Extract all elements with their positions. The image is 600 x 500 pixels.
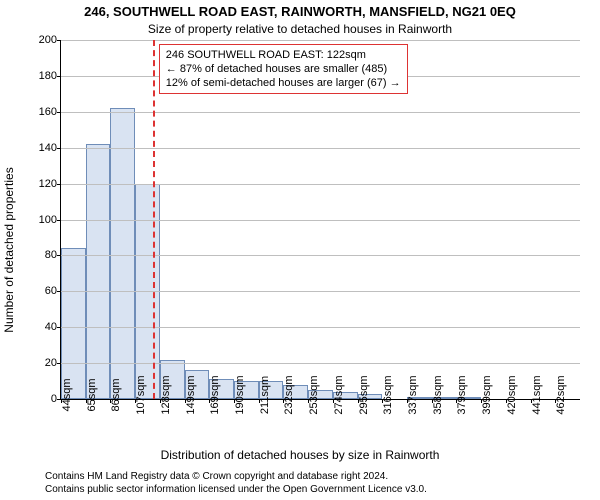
y-tick-label: 140	[27, 143, 57, 153]
y-tick-mark	[57, 40, 61, 41]
y-tick-mark	[57, 76, 61, 77]
gridline	[61, 291, 580, 292]
y-tick-mark	[57, 255, 61, 256]
chart-plot-area: 020406080100120140160180200 44sqm65sqm86…	[60, 40, 580, 400]
y-tick-mark	[57, 291, 61, 292]
y-axis-label: Number of detached properties	[0, 0, 18, 500]
gridline	[61, 363, 580, 364]
gridline	[61, 255, 580, 256]
x-tick-label: 169sqm	[209, 375, 221, 414]
x-tick-label: 420sqm	[506, 375, 518, 414]
y-tick-label: 60	[27, 286, 57, 296]
x-tick-label: 441sqm	[531, 375, 543, 414]
y-tick-label: 160	[27, 107, 57, 117]
page-subtitle: Size of property relative to detached ho…	[0, 22, 600, 36]
x-tick-label: 128sqm	[160, 375, 172, 414]
page-title: 246, SOUTHWELL ROAD EAST, RAINWORTH, MAN…	[0, 4, 600, 19]
x-tick-label: 44sqm	[61, 378, 73, 411]
y-tick-label: 100	[27, 215, 57, 225]
y-tick-label: 120	[27, 179, 57, 189]
callout-line-2: ← 87% of detached houses are smaller (48…	[166, 62, 401, 76]
y-tick-label: 40	[27, 322, 57, 332]
x-tick-label: 253sqm	[308, 375, 320, 414]
y-tick-label: 200	[27, 35, 57, 45]
x-tick-label: 65sqm	[86, 378, 98, 411]
footer-line-2: Contains public sector information licen…	[45, 483, 427, 496]
gridline	[61, 327, 580, 328]
y-tick-label: 0	[27, 394, 57, 404]
x-tick-label: 462sqm	[555, 375, 567, 414]
callout-box: 246 SOUTHWELL ROAD EAST: 122sqm ← 87% of…	[159, 44, 408, 94]
callout-line-3: 12% of semi-detached houses are larger (…	[166, 76, 401, 90]
gridline	[61, 40, 580, 41]
x-tick-label: 358sqm	[432, 375, 444, 414]
reference-line	[153, 40, 155, 399]
x-tick-label: 232sqm	[283, 375, 295, 414]
callout-line-1: 246 SOUTHWELL ROAD EAST: 122sqm	[166, 48, 401, 62]
x-tick-label: 316sqm	[382, 375, 394, 414]
x-tick-label: 295sqm	[358, 375, 370, 414]
x-tick-label: 274sqm	[333, 375, 345, 414]
y-tick-mark	[57, 148, 61, 149]
gridline	[61, 184, 580, 185]
x-tick-label: 107sqm	[135, 375, 147, 414]
y-tick-mark	[57, 363, 61, 364]
y-tick-mark	[57, 112, 61, 113]
x-axis-label: Distribution of detached houses by size …	[0, 448, 600, 462]
y-tick-mark	[57, 184, 61, 185]
x-tick-label: 399sqm	[481, 375, 493, 414]
histogram-bar	[61, 248, 86, 399]
x-tick-label: 149sqm	[185, 375, 197, 414]
gridline	[61, 112, 580, 113]
histogram-bar	[110, 108, 135, 399]
y-tick-label: 80	[27, 250, 57, 260]
footer-line-1: Contains HM Land Registry data © Crown c…	[45, 470, 427, 483]
y-tick-label: 20	[27, 358, 57, 368]
x-tick-label: 190sqm	[234, 375, 246, 414]
x-tick-label: 86sqm	[110, 378, 122, 411]
footer-attribution: Contains HM Land Registry data © Crown c…	[45, 470, 427, 496]
x-tick-label: 211sqm	[259, 376, 271, 414]
y-tick-mark	[57, 220, 61, 221]
gridline	[61, 220, 580, 221]
y-tick-mark	[57, 327, 61, 328]
histogram-bar	[86, 144, 111, 399]
x-tick-label: 337sqm	[407, 375, 419, 414]
gridline	[61, 148, 580, 149]
y-tick-label: 180	[27, 71, 57, 81]
x-tick-label: 379sqm	[456, 375, 468, 414]
